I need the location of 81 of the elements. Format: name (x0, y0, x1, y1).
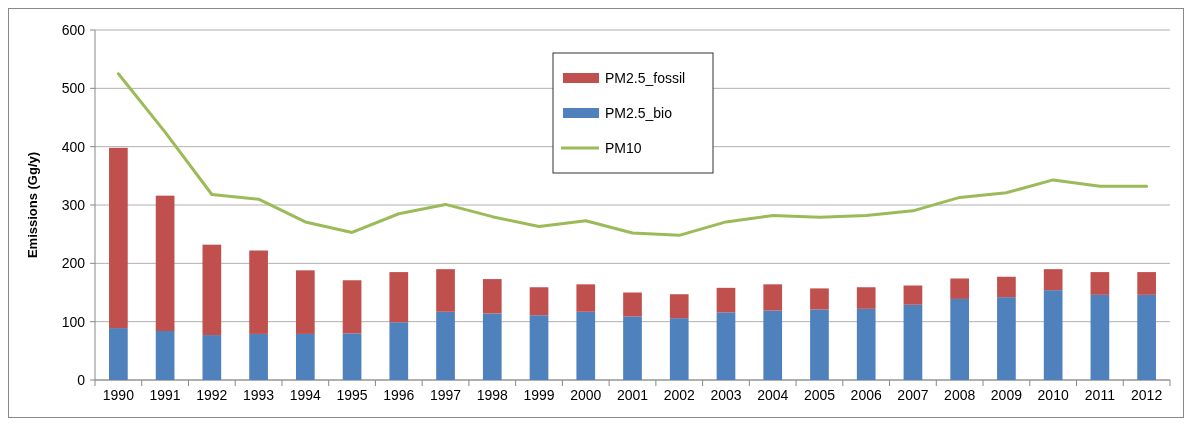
bar (903, 285, 923, 305)
bar (1137, 272, 1156, 295)
bar (389, 272, 409, 323)
bar (529, 315, 549, 380)
bar (1090, 272, 1110, 295)
bar (342, 333, 362, 380)
x-tick-label: 2003 (710, 387, 742, 403)
y-tick-label: 600 (61, 21, 86, 38)
y-tick-label: 100 (61, 313, 86, 330)
bar (716, 287, 736, 313)
x-tick-label: 1997 (429, 387, 462, 403)
y-axis-title: Emissions (Gg/y) (25, 151, 40, 259)
bar (436, 311, 455, 380)
x-tick-label: 2001 (616, 387, 649, 403)
x-tick-label: 2011 (1084, 387, 1116, 403)
bar (155, 195, 175, 331)
bar (249, 333, 268, 380)
line-series (116, 72, 1149, 237)
x-tick-label: 2008 (944, 387, 976, 403)
bar (155, 331, 175, 380)
x-tick-label: 2004 (757, 387, 789, 403)
x-tick-label: 1994 (289, 387, 322, 403)
x-tick-label: 1995 (336, 387, 368, 403)
bar (669, 318, 689, 380)
x-tick-label: 1999 (523, 387, 555, 403)
x-tick-label: 2007 (897, 387, 929, 403)
bar (482, 313, 502, 380)
x-tick-label: 2009 (990, 387, 1023, 403)
bar (997, 297, 1016, 380)
bar (763, 310, 783, 380)
bar (389, 322, 409, 380)
bar (997, 276, 1016, 298)
x-tick-label: 2010 (1037, 387, 1069, 403)
bar (950, 298, 970, 380)
bar (529, 287, 549, 316)
bar (342, 280, 362, 334)
bar (810, 288, 829, 310)
legend-label: PM10 (605, 139, 642, 156)
legend-label: PM2.5_bio (605, 104, 673, 121)
y-tick-label: 300 (61, 196, 86, 213)
y-tick-label: 0 (77, 371, 86, 388)
bar (249, 250, 268, 334)
bar (436, 269, 455, 312)
bar (1043, 290, 1063, 380)
x-tick-label: 1991 (149, 387, 181, 403)
bar (295, 333, 315, 380)
x-tick-label: 1993 (243, 387, 275, 403)
x-tick-label: 2012 (1131, 387, 1163, 403)
bar (109, 328, 128, 380)
bar (1090, 294, 1110, 380)
bar (810, 309, 829, 380)
bar (202, 244, 222, 336)
x-tick-label: 2000 (570, 387, 602, 403)
y-tick-label: 200 (61, 255, 86, 272)
bar (856, 308, 876, 380)
bar (295, 270, 315, 334)
bar (716, 312, 736, 380)
bar (1137, 294, 1156, 380)
x-tick-label: 1998 (476, 387, 509, 403)
bar (576, 311, 596, 380)
x-tick-label: 1992 (196, 387, 228, 403)
y-tick-label: 500 (61, 80, 86, 97)
legend-label: PM2.5_fossil (605, 69, 686, 86)
bar (856, 287, 876, 309)
bar (903, 304, 923, 380)
bar (623, 316, 642, 380)
bar (950, 278, 970, 299)
bar (1043, 269, 1063, 291)
bar (669, 294, 689, 319)
bar (482, 279, 502, 314)
x-tick-label: 2006 (850, 387, 882, 403)
bar (576, 284, 596, 312)
bar (109, 147, 128, 329)
x-tick-label: 1996 (383, 387, 415, 403)
bar (202, 335, 222, 380)
x-tick-label: 1990 (102, 387, 135, 403)
bar (623, 292, 642, 317)
x-tick-label: 2002 (663, 387, 696, 403)
bar (763, 284, 783, 311)
y-tick-label: 400 (61, 138, 86, 155)
x-tick-label: 2005 (803, 387, 836, 403)
